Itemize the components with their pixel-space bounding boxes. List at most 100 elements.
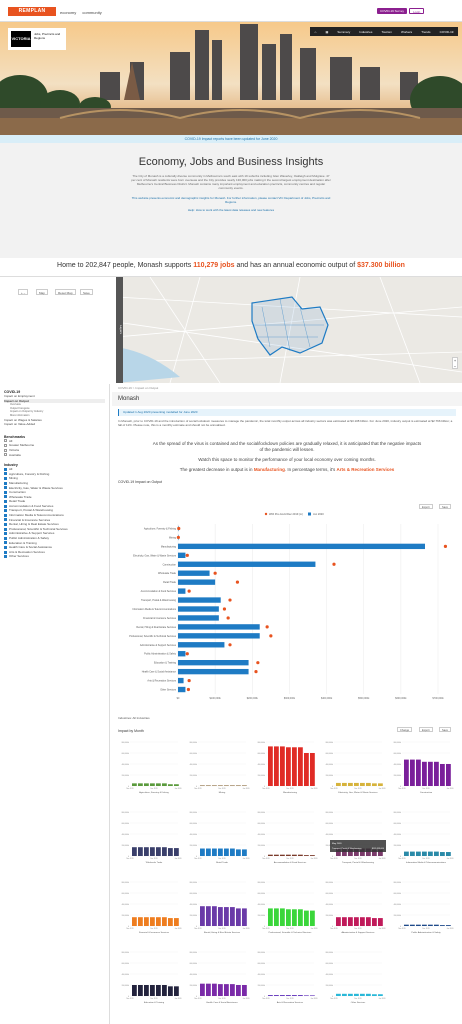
month-bar[interactable] — [274, 746, 279, 786]
bar[interactable] — [178, 668, 249, 675]
month-bar[interactable] — [224, 785, 229, 786]
month-bar[interactable] — [144, 783, 149, 786]
sidebar-item-wages[interactable]: Impact on Wages & Salaries — [4, 417, 42, 422]
month-bar[interactable] — [310, 855, 315, 856]
industry-item[interactable]: Agriculture, Forestry & Fishing — [4, 472, 105, 477]
month-bar[interactable] — [342, 782, 347, 786]
pre-covid-point[interactable] — [443, 544, 448, 548]
pre-covid-point[interactable] — [177, 526, 181, 531]
month-bar[interactable] — [292, 854, 297, 856]
month-bar[interactable] — [378, 918, 383, 926]
month-bar[interactable] — [156, 783, 161, 786]
month-bar[interactable] — [348, 917, 353, 926]
month-bar[interactable] — [372, 783, 377, 786]
month-bar[interactable] — [336, 917, 341, 926]
month-bar[interactable] — [410, 924, 415, 926]
month-bar[interactable] — [230, 785, 235, 786]
month-bar[interactable] — [174, 784, 179, 786]
month-bar[interactable] — [230, 848, 235, 856]
month-bar[interactable] — [366, 848, 371, 856]
month-bar[interactable] — [378, 849, 383, 856]
month-bar[interactable] — [200, 848, 205, 856]
month-bar[interactable] — [372, 994, 377, 996]
region-map[interactable] — [0, 277, 462, 383]
month-bar[interactable] — [292, 909, 297, 926]
month-bar[interactable] — [422, 851, 427, 856]
month-bar[interactable] — [292, 995, 297, 996]
sidebar-sub-foregone[interactable]: Output Foregone — [10, 406, 30, 410]
hero-nav-tourism[interactable]: Tourism — [381, 29, 392, 34]
month-bar[interactable] — [286, 854, 291, 856]
month-bar[interactable] — [440, 925, 445, 926]
checkbox-icon[interactable] — [4, 499, 7, 503]
month-bar[interactable] — [274, 995, 279, 996]
month-bar[interactable] — [224, 907, 229, 926]
bar[interactable] — [178, 651, 186, 657]
industry-item[interactable]: Electricity, Gas, Water & Waste Services — [4, 486, 105, 491]
pre-covid-point[interactable] — [332, 562, 336, 566]
month-bar[interactable] — [132, 985, 137, 996]
month-bar[interactable] — [360, 993, 365, 996]
pre-covid-point[interactable] — [269, 634, 273, 638]
month-bar[interactable] — [132, 847, 137, 856]
checkbox-icon[interactable] — [4, 486, 7, 490]
month-bar[interactable] — [212, 983, 217, 996]
checkbox-icon[interactable] — [4, 522, 7, 526]
month-bar[interactable] — [360, 782, 365, 786]
map-zoom-buttons[interactable]: + − — [452, 357, 458, 369]
month-bar[interactable] — [174, 918, 179, 926]
month-bar[interactable] — [366, 993, 371, 996]
pre-covid-point[interactable] — [228, 598, 232, 602]
month-bar[interactable] — [144, 985, 149, 996]
month-bar[interactable] — [212, 785, 217, 786]
grid-icon[interactable]: ▦ — [325, 29, 329, 34]
benchmark-item[interactable]: All — [4, 439, 105, 444]
checkbox-icon[interactable] — [4, 555, 7, 559]
month-bar[interactable] — [280, 854, 285, 856]
pre-covid-point[interactable] — [256, 661, 260, 665]
month-bar[interactable] — [200, 785, 205, 786]
bar[interactable] — [178, 561, 316, 567]
map-layer-select[interactable]: Map — [36, 289, 48, 295]
month-bar[interactable] — [416, 759, 421, 786]
month-bar[interactable] — [168, 848, 173, 856]
industry-item[interactable]: Manufacturing — [4, 481, 105, 486]
month-bar[interactable] — [236, 908, 241, 926]
month-bar[interactable] — [336, 848, 341, 856]
pre-covid-point[interactable] — [187, 589, 191, 593]
month-bar[interactable] — [268, 995, 273, 996]
industry-item[interactable]: Accommodation & Food Services — [4, 504, 105, 509]
pre-covid-point[interactable] — [265, 625, 269, 629]
nav-economy[interactable]: economy — [60, 10, 77, 15]
month-bar[interactable] — [150, 847, 155, 856]
pre-covid-point[interactable] — [187, 678, 191, 683]
checkbox-icon[interactable] — [4, 541, 7, 545]
month-bar[interactable] — [360, 848, 365, 856]
sidebar-item-employment[interactable]: Impact on Employment — [4, 394, 35, 398]
pre-covid-point[interactable] — [254, 670, 258, 674]
sidebar-item-output[interactable]: Impact on Output — [4, 398, 105, 404]
month-bar[interactable] — [138, 783, 143, 786]
benchmark-item[interactable]: Victoria — [4, 448, 105, 453]
month-bar[interactable] — [416, 924, 421, 926]
industry-item[interactable]: Financial & Insurance Services — [4, 518, 105, 523]
industry-item[interactable]: Rental, Hiring & Real Estate Services — [4, 522, 105, 527]
month-bar[interactable] — [372, 918, 377, 926]
checkbox-icon[interactable] — [4, 518, 7, 522]
month-bar[interactable] — [360, 917, 365, 926]
month-bar[interactable] — [304, 910, 309, 926]
checkbox-icon[interactable] — [4, 527, 7, 531]
month-bar[interactable] — [218, 907, 223, 926]
checkbox-icon[interactable] — [4, 481, 7, 485]
bar[interactable] — [178, 570, 210, 576]
pre-covid-point[interactable] — [235, 580, 240, 584]
sidebar-sub-overview[interactable]: Overview — [10, 403, 21, 407]
bar[interactable] — [178, 677, 184, 684]
pre-covid-point[interactable] — [185, 652, 189, 656]
month-bar[interactable] — [242, 985, 247, 996]
month-bar[interactable] — [422, 924, 427, 926]
month-bar[interactable] — [150, 783, 155, 786]
month-bar[interactable] — [416, 851, 421, 856]
month-bar[interactable] — [230, 907, 235, 926]
month-bar[interactable] — [132, 917, 137, 926]
